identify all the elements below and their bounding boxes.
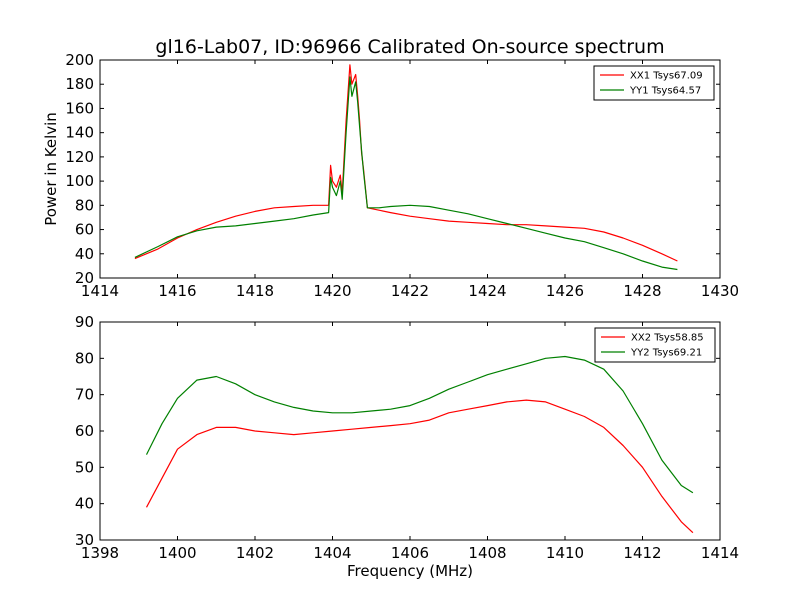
y-tick-label: 80 xyxy=(75,349,94,367)
y-tick-label: 80 xyxy=(75,196,94,214)
y-tick-label: 40 xyxy=(75,495,94,513)
x-tick-label: 1424 xyxy=(468,282,506,300)
x-tick-label: 1406 xyxy=(391,544,429,562)
series-line-yy2 xyxy=(145,355,694,494)
x-tick-label: 1426 xyxy=(546,282,584,300)
legend-box xyxy=(594,327,716,363)
x-tick-label: 1404 xyxy=(313,544,351,562)
y-tick-label: 90 xyxy=(75,313,94,331)
series-line-yy1 xyxy=(134,76,678,271)
chart-title: gl16-Lab07, ID:96966 Calibrated On-sourc… xyxy=(155,36,664,58)
x-tick-label: 1398 xyxy=(81,544,119,562)
x-tick-label: 1416 xyxy=(158,282,196,300)
y-tick-label: 60 xyxy=(75,221,94,239)
y-tick-label: 70 xyxy=(75,386,94,404)
x-tick-label: 1410 xyxy=(546,544,584,562)
x-tick-label: 1412 xyxy=(623,544,661,562)
y-tick-label: 100 xyxy=(65,172,94,190)
x-tick-label: 1420 xyxy=(313,282,351,300)
x-tick-label: 1400 xyxy=(158,544,196,562)
x-tick-label: 1428 xyxy=(623,282,661,300)
y-tick-label: 160 xyxy=(65,99,94,117)
y-axis-label-top: Power in Kelvin xyxy=(42,112,60,226)
x-tick-label: 1402 xyxy=(236,544,274,562)
y-tick-label: 30 xyxy=(75,531,94,549)
x-tick-label: 1422 xyxy=(391,282,429,300)
y-tick-label: 50 xyxy=(75,458,94,476)
y-tick-label: 120 xyxy=(65,148,94,166)
y-tick-label: 20 xyxy=(75,269,94,287)
top-panel: 1414 1416 1418 1420 1422 1424 1426 1428 1430 20 40… xyxy=(65,51,739,300)
legend-label: XX2 Tsys58.85 xyxy=(631,333,704,344)
legend-label: YY2 Tsys69.21 xyxy=(630,348,702,359)
x-tick-label: 1414 xyxy=(701,544,739,562)
x-tick-label: 1408 xyxy=(468,544,506,562)
y-tick-label: 140 xyxy=(65,124,94,142)
y-tick-label: 60 xyxy=(75,422,94,440)
legend-label: XX1 Tsys67.09 xyxy=(630,71,703,82)
series-line-xx2 xyxy=(145,399,694,534)
y-tick-label: 200 xyxy=(65,51,94,69)
bottom-panel: 1398 1400 1402 1404 1406 1408 1410 1412 1414 30 40… xyxy=(75,313,739,562)
y-tick-label: 40 xyxy=(75,245,94,263)
x-tick-label: 1414 xyxy=(81,282,119,300)
y-tick-label: 180 xyxy=(65,75,94,93)
legend-label: YY1 Tsys64.57 xyxy=(629,86,701,97)
legend-box xyxy=(593,65,715,101)
x-tick-label: 1418 xyxy=(236,282,274,300)
x-tick-label: 1430 xyxy=(701,282,739,300)
x-axis-label-bottom: Frequency (MHz) xyxy=(347,562,473,580)
